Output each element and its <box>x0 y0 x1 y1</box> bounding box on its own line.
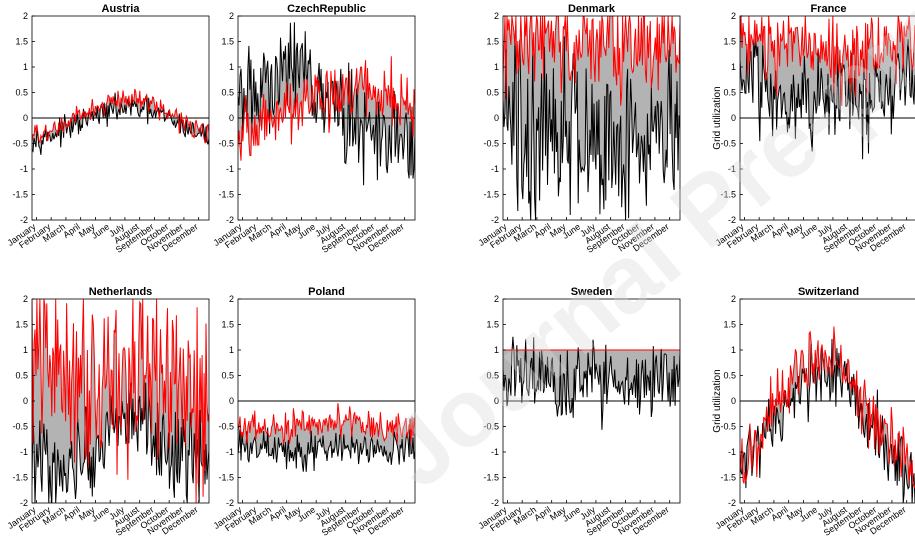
chart-panel: -2-1.5-1-0.500.511.52JanuaryFebruaryMarc… <box>6 3 210 255</box>
y-tick-label: -1 <box>20 164 28 174</box>
y-tick-label: -0.5 <box>12 422 28 432</box>
y-tick-label: 0 <box>229 113 234 123</box>
series-line-black <box>503 336 680 430</box>
y-tick-label: 0.5 <box>486 371 499 381</box>
y-tick-label: -0.5 <box>483 422 499 432</box>
panel-title: Austria <box>102 3 141 15</box>
y-tick-label: 1 <box>494 62 499 72</box>
series-line-red <box>740 326 915 489</box>
y-tick-label: 0.5 <box>723 88 736 98</box>
y-tick-label: -0.5 <box>218 139 234 149</box>
y-tick-label: 2 <box>229 294 234 304</box>
y-tick-label: -0.5 <box>720 139 736 149</box>
y-tick-label: 1.5 <box>723 320 736 330</box>
series-line-red <box>238 56 415 161</box>
y-tick-label: 1 <box>731 345 736 355</box>
y-tick-label: 2 <box>494 294 499 304</box>
panel-title: Switzerland <box>798 286 859 298</box>
y-tick-label: 1 <box>23 62 28 72</box>
y-tick-label: 1.5 <box>486 37 499 47</box>
y-tick-label: -1 <box>728 164 736 174</box>
y-tick-label: -1.5 <box>483 190 499 200</box>
series-line-red <box>740 16 915 106</box>
panel-title: France <box>810 3 846 15</box>
y-tick-label: -0.5 <box>12 139 28 149</box>
y-axis-label: Grid utilization <box>712 369 723 432</box>
series-line-red <box>503 16 680 106</box>
y-tick-label: 0.5 <box>486 88 499 98</box>
y-axis-label: Grid utilization <box>712 86 723 149</box>
y-tick-label: -2 <box>728 498 736 508</box>
y-tick-label: 2 <box>494 11 499 21</box>
series-line-red <box>32 88 209 144</box>
y-tick-label: 0 <box>494 113 499 123</box>
y-tick-label: 0 <box>731 396 736 406</box>
y-tick-label: 1 <box>229 62 234 72</box>
y-tick-label: -2 <box>226 498 234 508</box>
panel-title: CzechRepublic <box>287 3 366 15</box>
y-tick-label: -2 <box>226 215 234 225</box>
panel-title: Sweden <box>571 286 613 298</box>
y-tick-label: -0.5 <box>720 422 736 432</box>
y-tick-label: -0.5 <box>483 139 499 149</box>
y-tick-label: -1.5 <box>483 473 499 483</box>
series-line-red <box>238 403 415 445</box>
y-tick-label: 0.5 <box>15 88 28 98</box>
y-tick-label: 0 <box>494 396 499 406</box>
y-tick-label: 1.5 <box>221 320 234 330</box>
y-tick-label: -2 <box>728 215 736 225</box>
y-tick-label: 2 <box>229 11 234 21</box>
y-tick-label: 1 <box>494 345 499 355</box>
y-tick-label: 2 <box>731 294 736 304</box>
y-tick-label: 2 <box>23 11 28 21</box>
y-tick-label: 1 <box>229 345 234 355</box>
y-tick-label: 0 <box>731 113 736 123</box>
y-tick-label: -2 <box>20 215 28 225</box>
y-tick-label: -0.5 <box>218 422 234 432</box>
y-tick-label: -2 <box>20 498 28 508</box>
y-tick-label: 1.5 <box>723 37 736 47</box>
series-line-black <box>238 22 415 186</box>
series-line-red <box>32 299 209 503</box>
y-tick-label: -1 <box>226 447 234 457</box>
panel-title: Netherlands <box>89 286 153 298</box>
y-tick-label: -2 <box>491 215 499 225</box>
y-tick-label: 0.5 <box>221 88 234 98</box>
y-tick-label: -1.5 <box>12 190 28 200</box>
y-tick-label: 0 <box>229 396 234 406</box>
y-tick-label: 1.5 <box>15 320 28 330</box>
y-tick-label: 1.5 <box>486 320 499 330</box>
y-tick-label: 0.5 <box>15 371 28 381</box>
y-tick-label: -2 <box>491 498 499 508</box>
y-tick-label: -1.5 <box>12 473 28 483</box>
y-tick-label: -1 <box>20 447 28 457</box>
panel-title: Denmark <box>568 3 616 15</box>
chart-panel: -2-1.5-1-0.500.511.52JanuaryFebruaryMarc… <box>212 3 416 255</box>
chart-panel: -2-1.5-1-0.500.511.52JanuaryFebruaryMarc… <box>712 286 915 538</box>
y-tick-label: 2 <box>731 11 736 21</box>
y-tick-label: -1 <box>491 164 499 174</box>
y-tick-label: 0.5 <box>723 371 736 381</box>
y-tick-label: -1.5 <box>720 473 736 483</box>
y-tick-label: 0.5 <box>221 371 234 381</box>
y-tick-label: -1.5 <box>218 190 234 200</box>
y-tick-label: 0 <box>23 396 28 406</box>
chart-panel: -2-1.5-1-0.500.511.52JanuaryFebruaryMarc… <box>6 286 210 538</box>
y-tick-label: 1 <box>23 345 28 355</box>
band-area <box>238 403 415 472</box>
y-tick-label: -1 <box>728 447 736 457</box>
y-tick-label: 2 <box>23 294 28 304</box>
y-tick-label: 1 <box>731 62 736 72</box>
y-tick-label: -1.5 <box>218 473 234 483</box>
panel-title: Poland <box>308 286 345 298</box>
series-line-black <box>503 36 680 220</box>
y-tick-label: 0 <box>23 113 28 123</box>
y-tick-label: 1.5 <box>221 37 234 47</box>
series-line-black <box>740 37 915 160</box>
y-tick-label: 1.5 <box>15 37 28 47</box>
y-tick-label: -1 <box>226 164 234 174</box>
y-tick-label: -1 <box>491 447 499 457</box>
y-tick-label: -1.5 <box>720 190 736 200</box>
